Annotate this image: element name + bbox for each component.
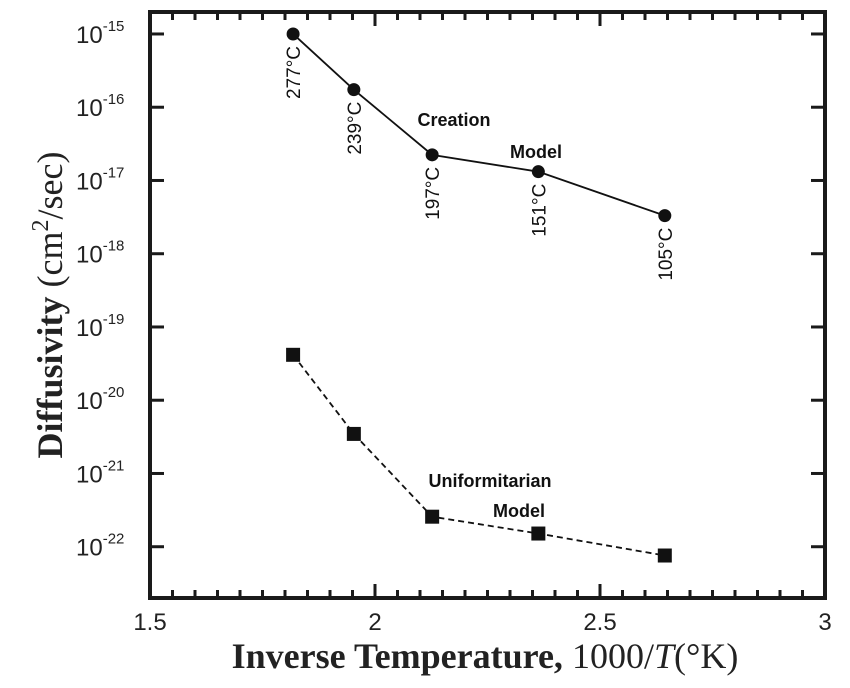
series-label-uniformitarian-line1: Uniformitarian xyxy=(428,471,551,491)
plot-frame xyxy=(148,10,827,600)
temperature-label: 239°C xyxy=(345,102,366,155)
series-label-creation-line1: Creation xyxy=(417,110,490,130)
y-tick-label: 10-20 xyxy=(76,384,124,415)
creation-point xyxy=(531,165,545,179)
temperature-label: 197°C xyxy=(423,167,444,220)
temperature-label: 105°C xyxy=(656,228,677,281)
y-tick-label: 10-16 xyxy=(76,91,124,122)
x-tick-label: 2 xyxy=(368,609,381,636)
uniformitarian-point xyxy=(531,526,546,541)
y-tick-label: 10-15 xyxy=(76,18,124,49)
creation-point xyxy=(425,148,439,162)
uniformitarian-point xyxy=(286,347,301,362)
temperature-label: 151°C xyxy=(529,184,550,237)
temperature-label: 277°C xyxy=(284,46,305,99)
x-axis-title: Inverse Temperature, 1000/T(°K) xyxy=(232,636,739,676)
creation-point xyxy=(658,209,672,223)
uniformitarian-point xyxy=(346,426,361,441)
y-tick-label: 10-17 xyxy=(76,164,124,195)
creation-point xyxy=(286,27,300,41)
x-tick-label: 1.5 xyxy=(133,609,166,636)
uniformitarian-point xyxy=(425,509,440,524)
series-label-uniformitarian-line2: Model xyxy=(493,501,545,521)
y-tick-label: 10-21 xyxy=(76,457,124,488)
y-tick-label: 10-19 xyxy=(76,311,124,342)
y-tick-label: 10-22 xyxy=(76,531,124,562)
creation-point xyxy=(347,83,361,97)
series-line-uniformitarian xyxy=(292,354,665,557)
series-label-creation-line2: Model xyxy=(510,142,562,162)
y-axis-title: Diffusivity (cm2/sec) xyxy=(28,152,70,459)
x-tick-label: 3 xyxy=(818,609,831,636)
x-tick-label: 2.5 xyxy=(583,609,616,636)
uniformitarian-point xyxy=(657,548,672,563)
y-tick-label: 10-18 xyxy=(76,238,124,269)
